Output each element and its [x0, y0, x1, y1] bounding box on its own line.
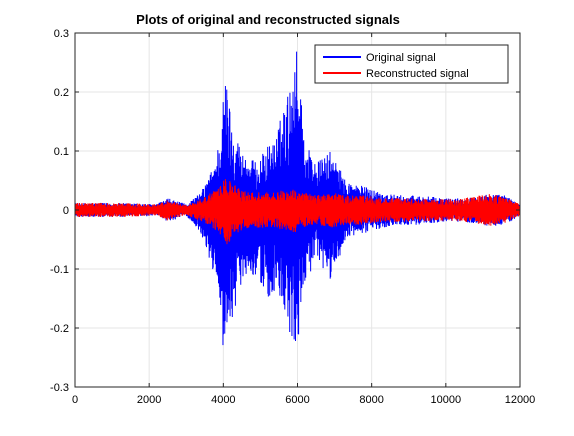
- y-tick-label: 0: [63, 205, 69, 217]
- y-tick-label: -0.2: [50, 323, 69, 335]
- legend-label-original: Original signal: [366, 52, 436, 64]
- x-tick-label: 2000: [137, 394, 161, 406]
- x-tick-label: 8000: [359, 394, 383, 406]
- legend-label-reconstructed: Reconstructed signal: [366, 68, 469, 80]
- y-tick-label: -0.3: [50, 382, 69, 394]
- x-tick-label: 10000: [431, 394, 462, 406]
- x-tick-label: 6000: [285, 394, 309, 406]
- y-tick-label: 0.1: [54, 146, 69, 158]
- x-tick-label: 12000: [505, 394, 536, 406]
- x-tick-label: 0: [72, 394, 78, 406]
- y-tick-label: 0.3: [54, 28, 69, 40]
- chart-title: Plots of original and reconstructed sign…: [136, 12, 400, 27]
- legend: Original signal Reconstructed signal: [315, 45, 508, 83]
- x-tick-label: 4000: [211, 394, 235, 406]
- y-tick-label: -0.1: [50, 264, 69, 276]
- y-tick-label: 0.2: [54, 87, 69, 99]
